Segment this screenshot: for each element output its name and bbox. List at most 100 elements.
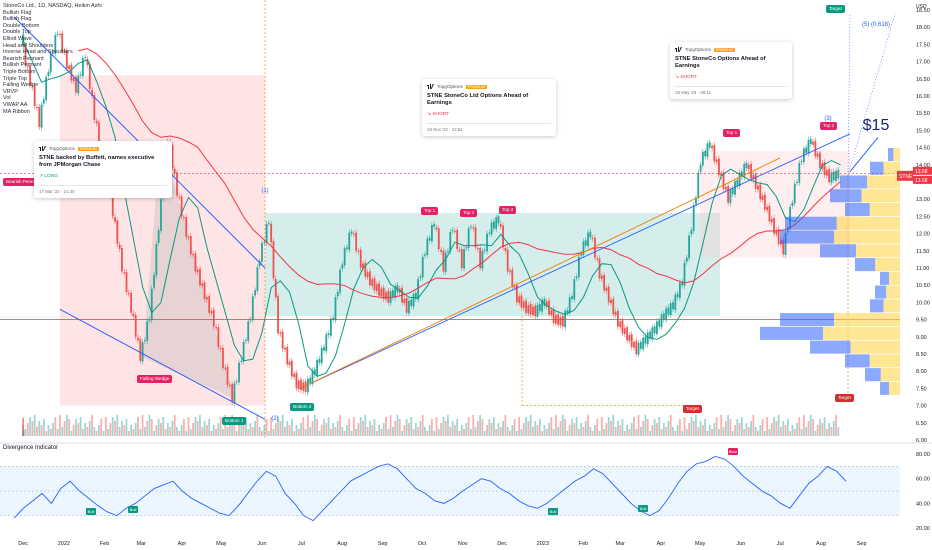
pattern-label[interactable]: Elliott Wave xyxy=(3,35,32,42)
divergence-signal-badge[interactable] xyxy=(638,505,648,512)
card-title: STNE backed by Buffett, names executive … xyxy=(39,155,155,168)
volume-bar xyxy=(676,425,679,436)
candle-body xyxy=(258,261,261,267)
volume-bar xyxy=(61,427,64,436)
volume-profile-bar xyxy=(893,147,900,162)
volume-bar xyxy=(502,421,504,436)
candle-body xyxy=(332,317,335,320)
volume-bar xyxy=(366,427,369,436)
pattern-label[interactable]: Vol xyxy=(3,95,11,102)
volume-bar xyxy=(279,421,282,436)
pattern-tag[interactable]: Bearish Pennant xyxy=(3,178,43,186)
candle-body xyxy=(65,50,68,69)
pattern-label[interactable]: VRVP xyxy=(3,88,18,95)
volume-bar xyxy=(814,431,817,436)
volume-bar xyxy=(543,425,546,436)
pattern-label[interactable]: Double Bottom xyxy=(3,22,40,29)
divergence-signal-badge[interactable] xyxy=(548,508,558,515)
volume-bar xyxy=(697,427,700,436)
volume-bar xyxy=(88,421,91,436)
candle-body xyxy=(414,292,417,299)
volume-bar xyxy=(189,429,192,436)
pattern-tag[interactable]: Top 2 xyxy=(820,122,838,130)
pattern-label[interactable]: Bullish Pennant xyxy=(3,62,42,69)
candle-body xyxy=(497,216,500,224)
volume-bar xyxy=(463,429,465,436)
candle-body xyxy=(249,319,252,321)
volume-bar xyxy=(522,423,525,436)
card-title: STNE StoneCo Options Ahead of Earnings xyxy=(675,56,766,69)
candle-body xyxy=(522,301,525,309)
pattern-tag[interactable]: Top 3 xyxy=(499,206,517,214)
pattern-tag[interactable]: Top 2 xyxy=(460,209,478,217)
volume-bar xyxy=(26,423,29,436)
chart-title[interactable]: StoneCo Ltd., 1D, NASDAQ, Heikin Ashi xyxy=(3,3,102,9)
divergence-signal-badge[interactable] xyxy=(128,506,138,513)
volume-bar xyxy=(681,431,684,436)
volume-profile-bar xyxy=(760,326,823,340)
volume-profile-bar xyxy=(875,258,900,272)
idea-card[interactable]: TopgOptions PREMIUM STNE StoneCo Options … xyxy=(670,42,792,99)
volume-bar xyxy=(327,417,330,436)
volume-bar xyxy=(589,427,592,436)
volume-bar xyxy=(472,415,475,436)
volume-bar xyxy=(29,417,31,436)
indicator-title[interactable]: Divergence Indicator xyxy=(3,445,59,451)
card-direction: ↘ SHORT xyxy=(427,112,450,117)
candle-body xyxy=(564,311,566,328)
pattern-label[interactable]: Double Top xyxy=(3,29,31,36)
pattern-label[interactable]: MA Ribbon xyxy=(3,108,30,115)
divergence-signal-badge[interactable] xyxy=(728,448,738,455)
volume-bar xyxy=(587,415,589,436)
pattern-label[interactable]: Bullish Flag xyxy=(3,16,32,23)
volume-bar xyxy=(403,425,406,436)
pattern-tag[interactable]: Target xyxy=(835,394,854,402)
pattern-tag[interactable]: Bottom 1 xyxy=(222,417,247,425)
volume-bar xyxy=(488,419,491,436)
volume-bar xyxy=(194,417,197,436)
pattern-tag[interactable]: Bottom 2 xyxy=(290,403,315,411)
candle-body xyxy=(295,372,298,389)
volume-bar xyxy=(132,429,135,436)
volume-bar xyxy=(295,425,298,436)
idea-card[interactable]: TopgOptions PREMIUM STNE backed by Buffet… xyxy=(34,141,172,198)
pattern-tag[interactable]: Falling Wedge xyxy=(137,375,173,383)
volume-bar xyxy=(261,431,263,436)
card-title: STNE StoneCo Ltd Options Ahead of Earnin… xyxy=(427,93,529,106)
pattern-tag[interactable]: Top 1 xyxy=(723,129,741,137)
candle-body xyxy=(759,184,762,200)
volume-bar xyxy=(458,431,461,436)
volume-bar xyxy=(784,425,787,436)
pattern-label[interactable]: Head and Shoulders xyxy=(3,42,54,49)
volume-bar xyxy=(470,429,472,436)
volume-bar xyxy=(493,417,495,436)
volume-bar xyxy=(33,415,36,436)
pattern-tag[interactable]: Target xyxy=(683,405,702,413)
candle-body xyxy=(309,377,312,384)
pattern-tag[interactable]: Top 1 xyxy=(421,207,439,215)
divergence-signal-badge[interactable] xyxy=(86,508,96,515)
candle-body xyxy=(786,228,789,232)
pattern-label[interactable]: Bullish Flag xyxy=(3,9,32,16)
pattern-label[interactable]: Inverse Head and Shoulders xyxy=(3,49,73,56)
candle-body xyxy=(307,378,309,393)
indicator-tick-label: 20.00 xyxy=(916,526,930,532)
pattern-label[interactable]: Bearish Pennant xyxy=(3,55,44,62)
pattern-label[interactable]: Triple Bottom xyxy=(3,68,36,75)
pattern-label[interactable]: Triple Top xyxy=(3,75,27,82)
volume-bar xyxy=(47,425,50,436)
volume-profile-bar xyxy=(780,230,834,244)
volume-bar xyxy=(22,431,25,436)
pattern-label[interactable]: Falling Wedge xyxy=(3,82,39,89)
candle-body xyxy=(734,181,736,195)
long-arrow-icon: ↗ xyxy=(39,174,45,179)
pattern-label[interactable]: VWAP AA xyxy=(3,101,28,108)
candle-body xyxy=(476,248,479,250)
pattern-tag[interactable]: Target xyxy=(826,5,845,13)
volume-bar xyxy=(288,425,291,436)
idea-card[interactable]: TopgOptions PREMIUM STNE StoneCo Ltd Opti… xyxy=(422,79,556,136)
candle-body xyxy=(81,58,84,77)
wave-projection-line xyxy=(847,13,896,176)
candle-body xyxy=(582,241,585,255)
